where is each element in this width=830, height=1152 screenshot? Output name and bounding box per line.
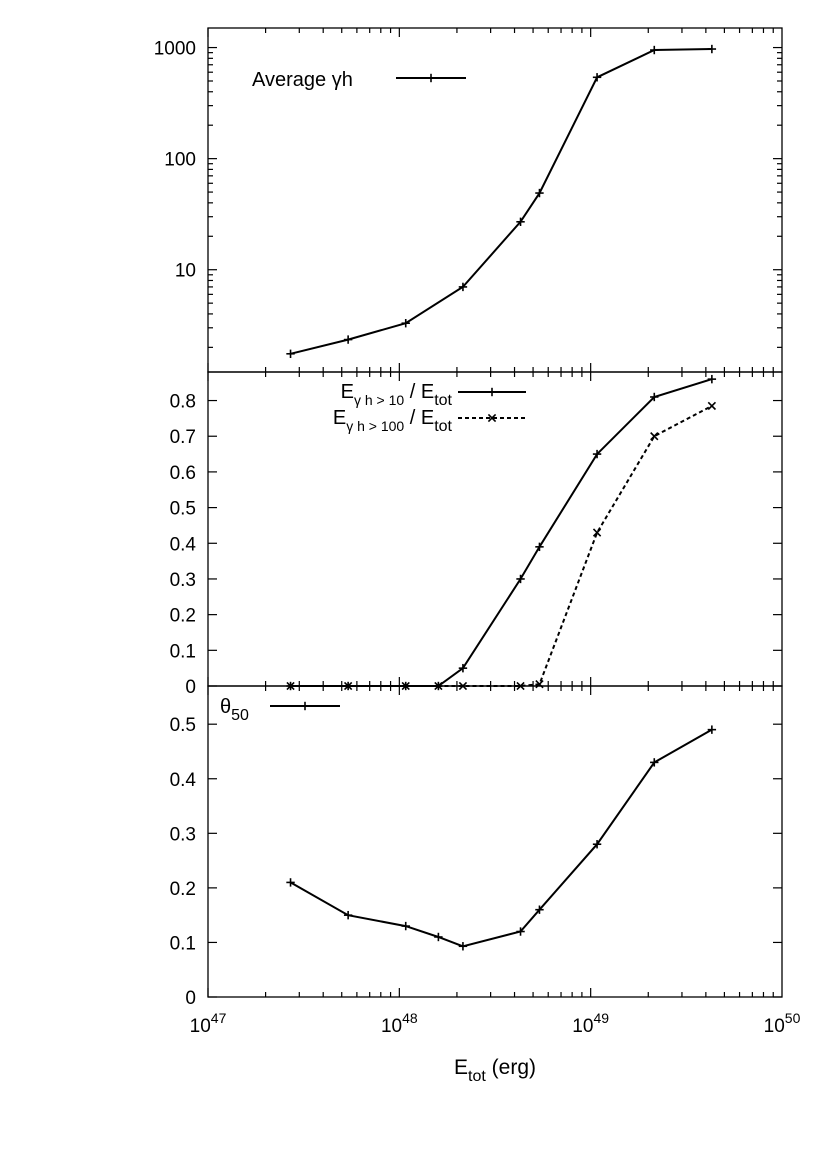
y-tick-label: 0.4 [170,534,197,555]
data-point [535,542,544,552]
x-tick-base: 10 [381,1016,402,1037]
x-tick-base: 10 [572,1016,593,1037]
y-tick-label: 0.2 [170,879,196,900]
data-point [458,942,468,951]
data-point [535,905,544,914]
x-axis-title-sub: tot [468,1068,486,1085]
y-tick-label: 0.7 [170,427,196,448]
series-line-0 [290,48,712,355]
legend-sub: 50 [231,707,249,724]
legend-marker [426,73,436,83]
y-tick-label: 10 [175,261,196,282]
series-line-1 [290,405,713,687]
x-tick-label: 1049 [572,1010,609,1037]
legend-label: Average γh [252,69,353,91]
y-tick-label: 0.3 [170,824,196,845]
x-tick-exponent: 50 [785,1010,801,1026]
legend-sub2: tot [434,392,452,409]
series-line-0 [290,728,713,948]
legend-sub: γ h > 10 [354,392,404,408]
legend-main: E [333,407,346,429]
panel-average-gamma-h: 10 100 1000 Average γh [154,27,783,373]
data-point [516,574,525,584]
data-point [592,528,602,537]
y-tick-label: 0.8 [170,392,196,413]
data-point [458,282,468,292]
data-point [401,921,410,931]
legend-sub: γ h > 100 [346,418,404,434]
legend-label: θ50 [220,696,249,724]
x-tick-base: 10 [190,1016,211,1037]
y-tick-label: 0.3 [170,570,196,591]
plot-frame [207,371,783,687]
data-point [592,73,602,82]
legend-mid: / E [404,407,434,429]
y-tick-label: 0.4 [170,770,197,791]
y-tick-label: 0 [185,988,196,1009]
x-tick-label: 1047 [190,1010,227,1037]
legend-label: Eγ h > 100 / Etot [333,407,453,435]
data-point [458,663,468,673]
panel-energy-fraction: 0 0.1 0.2 0.3 0.4 0.5 0.6 0.7 0.8 Eγ h > 10 / Eto… [170,371,783,698]
data-point [650,392,659,402]
data-point [650,432,659,441]
data-point [434,932,443,942]
y-tick-label: 0 [185,677,196,698]
data-point [343,910,353,920]
x-axis-title: Etot (erg) [454,1056,536,1085]
y-tick-label: 100 [164,150,196,171]
data-point [401,318,410,328]
legend-mid: / E [404,381,434,403]
y-tick-label: 0.5 [170,499,196,520]
data-point [286,349,295,358]
legend-marker [487,413,497,423]
x-tick-exponent: 48 [402,1010,418,1026]
y-tick-label: 1000 [154,39,196,60]
y-tick-label: 0.5 [170,715,196,736]
data-point [707,725,717,734]
data-point [516,217,525,227]
data-point [516,927,525,936]
y-tick-label: 0.2 [170,606,196,627]
data-point [707,374,717,384]
legend-sub2: tot [434,418,452,435]
x-tick-exponent: 49 [593,1010,609,1026]
data-point [286,878,295,887]
data-point [707,44,717,54]
y-tick-label: 0.1 [170,933,196,954]
plot-frame [207,685,783,998]
data-point [535,188,544,198]
legend-main: E [341,381,354,403]
data-point [343,335,353,344]
legend-label: Eγ h > 10 / Etot [341,381,453,409]
x-tick-base: 10 [764,1016,785,1037]
legend-marker [300,701,310,711]
x-axis-title-main: E [454,1056,468,1079]
y-tick-label: 0.1 [170,641,196,662]
x-tick-label: 1050 [764,1010,801,1037]
y-tick-label: 0.6 [170,463,196,484]
x-tick-label: 1048 [381,1010,418,1037]
legend-marker [487,387,497,397]
data-point [650,758,659,767]
data-point [592,449,602,459]
data-point [650,45,659,55]
data-point [707,401,717,411]
legend-main: θ [220,696,231,718]
x-axis-title-unit: (erg) [486,1056,536,1079]
data-point [592,840,602,849]
x-tick-exponent: 47 [211,1010,227,1026]
